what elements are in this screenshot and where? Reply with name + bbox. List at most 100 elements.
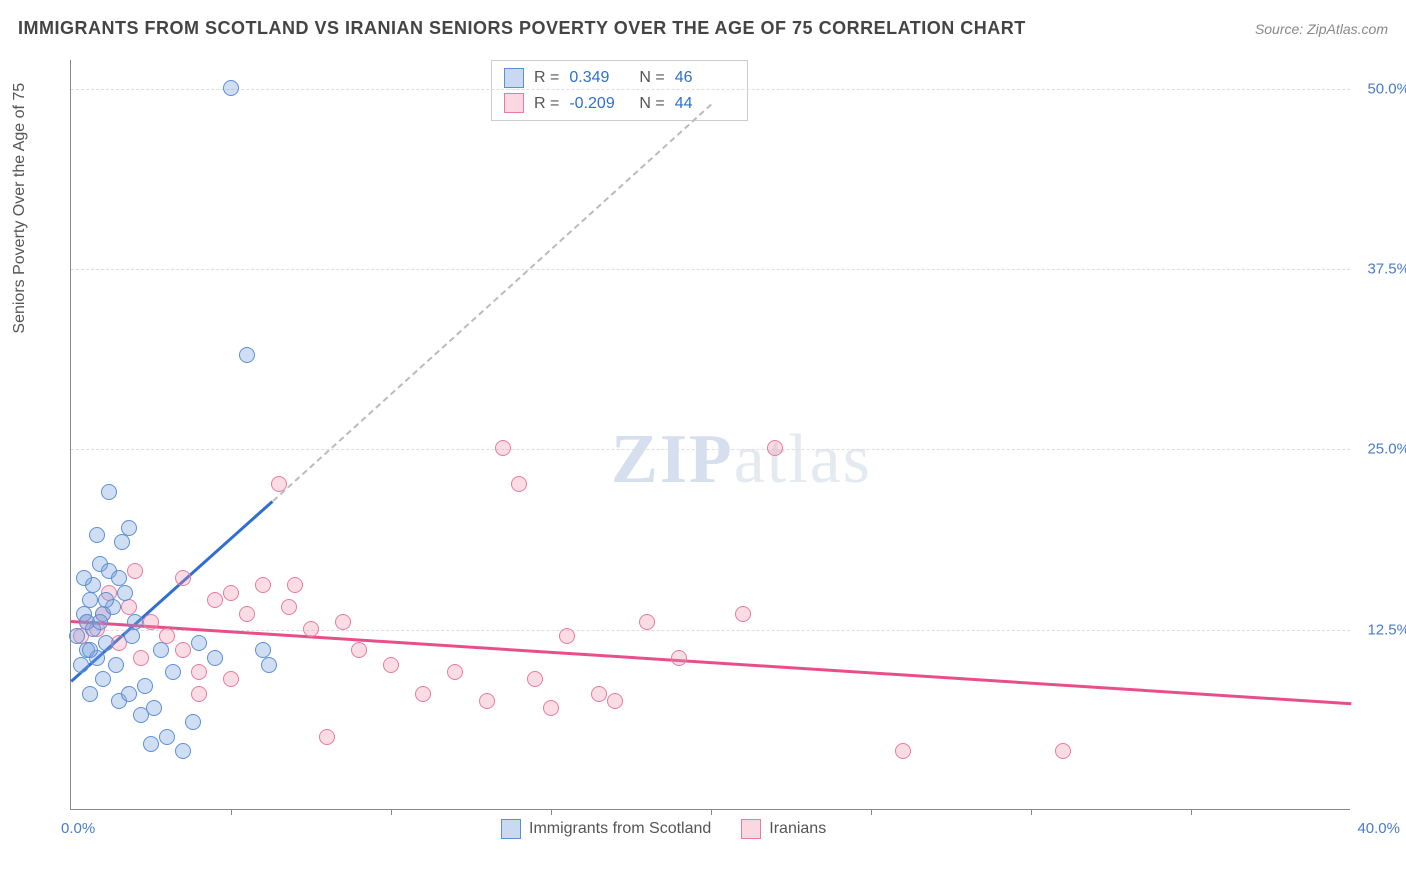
data-point — [335, 614, 351, 630]
legend-n-value: 44 — [675, 91, 735, 117]
data-point — [351, 642, 367, 658]
legend-r-label: R = — [534, 65, 559, 91]
x-tick-mark — [231, 809, 232, 815]
x-tick-mark — [551, 809, 552, 815]
data-point — [137, 678, 153, 694]
legend-n-value: 46 — [675, 65, 735, 91]
data-point — [895, 743, 911, 759]
chart-source: Source: ZipAtlas.com — [1255, 21, 1388, 37]
data-point — [255, 577, 271, 593]
legend-r-label: R = — [534, 91, 559, 117]
data-point — [124, 628, 140, 644]
gridline — [71, 89, 1350, 90]
data-point — [98, 592, 114, 608]
legend-r-value: 0.349 — [569, 65, 629, 91]
legend-label: Iranians — [769, 820, 826, 838]
data-point — [415, 686, 431, 702]
legend-n-label: N = — [639, 65, 664, 91]
data-point — [143, 614, 159, 630]
swatch-blue-icon — [504, 68, 524, 88]
scatter-plot: R = 0.349 N = 46 R = -0.209 N = 44 ZIPat… — [70, 60, 1350, 810]
data-point — [591, 686, 607, 702]
data-point — [76, 570, 92, 586]
data-point — [82, 592, 98, 608]
data-point — [271, 476, 287, 492]
data-point — [175, 642, 191, 658]
data-point — [127, 614, 143, 630]
data-point — [117, 585, 133, 601]
data-point — [383, 657, 399, 673]
data-point — [146, 700, 162, 716]
data-point — [223, 80, 239, 96]
data-point — [82, 686, 98, 702]
data-point — [607, 693, 623, 709]
data-point — [114, 534, 130, 550]
data-point — [73, 657, 89, 673]
data-point — [143, 736, 159, 752]
y-tick-label: 25.0% — [1367, 441, 1406, 458]
legend-n-label: N = — [639, 91, 664, 117]
data-point — [303, 621, 319, 637]
watermark: ZIPatlas — [611, 420, 872, 500]
trend-line — [272, 104, 712, 502]
x-tick-mark — [711, 809, 712, 815]
data-point — [495, 440, 511, 456]
gridline — [71, 269, 1350, 270]
data-point — [479, 693, 495, 709]
legend-row-scotland: R = 0.349 N = 46 — [504, 65, 735, 91]
swatch-pink-icon — [504, 93, 524, 113]
x-tick-mark — [391, 809, 392, 815]
data-point — [447, 664, 463, 680]
data-point — [111, 570, 127, 586]
data-point — [223, 585, 239, 601]
series-legend: Immigrants from Scotland Iranians — [501, 819, 826, 839]
data-point — [185, 714, 201, 730]
data-point — [281, 599, 297, 615]
data-point — [639, 614, 655, 630]
data-point — [121, 686, 137, 702]
y-axis-label: Seniors Poverty Over the Age of 75 — [11, 83, 29, 334]
data-point — [153, 642, 169, 658]
data-point — [207, 592, 223, 608]
watermark-suffix: atlas — [734, 421, 872, 498]
legend-item-scotland: Immigrants from Scotland — [501, 819, 711, 839]
data-point — [121, 520, 137, 536]
data-point — [98, 635, 114, 651]
data-point — [191, 686, 207, 702]
data-point — [95, 671, 111, 687]
data-point — [319, 729, 335, 745]
y-tick-label: 50.0% — [1367, 80, 1406, 97]
chart-title: IMMIGRANTS FROM SCOTLAND VS IRANIAN SENI… — [18, 18, 1026, 39]
data-point — [559, 628, 575, 644]
data-point — [89, 527, 105, 543]
legend-r-value: -0.209 — [569, 91, 629, 117]
data-point — [159, 729, 175, 745]
data-point — [101, 484, 117, 500]
data-point — [287, 577, 303, 593]
y-tick-label: 12.5% — [1367, 621, 1406, 638]
data-point — [175, 743, 191, 759]
chart-area: Seniors Poverty Over the Age of 75 R = 0… — [50, 50, 1390, 850]
gridline — [71, 449, 1350, 450]
data-point — [92, 614, 108, 630]
data-point — [191, 635, 207, 651]
data-point — [207, 650, 223, 666]
x-origin-label: 0.0% — [61, 820, 95, 837]
x-tick-mark — [871, 809, 872, 815]
swatch-pink-icon — [741, 819, 761, 839]
chart-header: IMMIGRANTS FROM SCOTLAND VS IRANIAN SENI… — [18, 18, 1388, 39]
data-point — [543, 700, 559, 716]
legend-label: Immigrants from Scotland — [529, 820, 711, 838]
data-point — [69, 628, 85, 644]
data-point — [108, 657, 124, 673]
data-point — [671, 650, 687, 666]
watermark-prefix: ZIP — [611, 421, 734, 498]
legend-item-iranians: Iranians — [741, 819, 826, 839]
x-tick-mark — [1191, 809, 1192, 815]
data-point — [133, 650, 149, 666]
data-point — [527, 671, 543, 687]
x-tick-mark — [1031, 809, 1032, 815]
data-point — [165, 664, 181, 680]
x-max-label: 40.0% — [1357, 820, 1400, 837]
data-point — [191, 664, 207, 680]
